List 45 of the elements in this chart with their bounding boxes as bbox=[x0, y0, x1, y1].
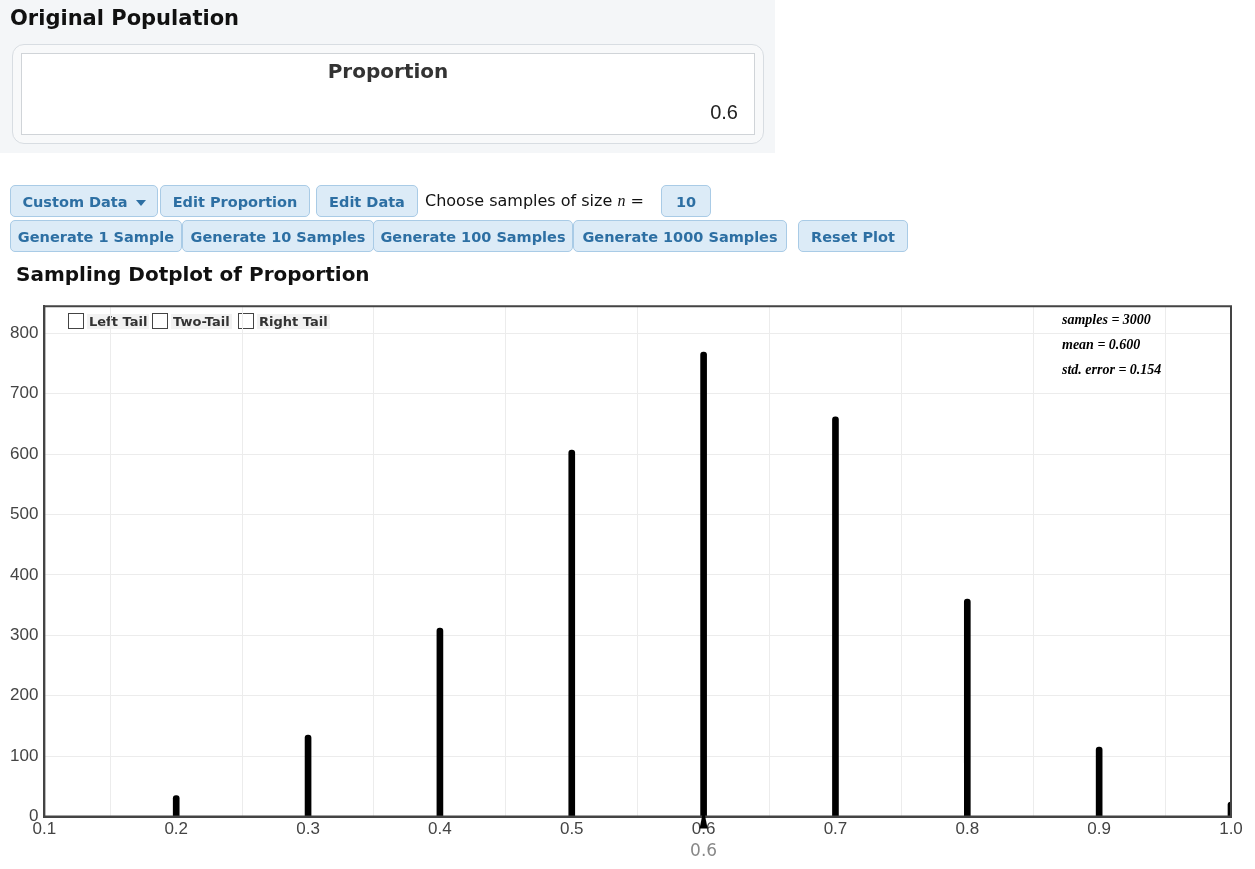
y-tick-label: 600 bbox=[9, 443, 39, 463]
text: Generate 1000 Samples bbox=[573, 220, 787, 252]
x-tick-label: 0.3 bbox=[296, 819, 320, 839]
text: Generate 100 Samples bbox=[373, 220, 573, 252]
bar bbox=[963, 598, 971, 817]
bar bbox=[436, 627, 444, 817]
bar bbox=[832, 416, 839, 817]
text: Choose samples of size n = bbox=[425, 190, 644, 212]
text: 0.6 bbox=[21, 89, 755, 135]
bar bbox=[304, 734, 312, 817]
bar bbox=[1095, 746, 1103, 817]
x-tick-label: 0.5 bbox=[559, 819, 584, 839]
x-tick-label: 0.9 bbox=[1087, 819, 1111, 839]
x-tick-label: 0.6 bbox=[691, 819, 716, 839]
y-tick-label: 400 bbox=[9, 564, 39, 584]
bar bbox=[172, 795, 180, 817]
text: Custom Data bbox=[10, 185, 158, 217]
x-tick-label: 0.4 bbox=[428, 819, 452, 839]
y-tick-label: 800 bbox=[9, 323, 39, 343]
y-tick-label: 300 bbox=[9, 625, 39, 645]
text: Generate 10 Samples bbox=[182, 220, 374, 252]
text: 10 bbox=[661, 185, 711, 217]
x-tick-label: 0.7 bbox=[823, 819, 848, 839]
bar bbox=[568, 449, 576, 817]
text: Original Population bbox=[10, 6, 240, 30]
text: Edit Proportion bbox=[160, 185, 310, 217]
annotation: Left Tail bbox=[87, 313, 150, 329]
annotation: samples = 3000 bbox=[1061, 311, 1151, 327]
text: Edit Data bbox=[316, 185, 418, 217]
x-tick-label: 0.2 bbox=[164, 819, 189, 839]
annotation: std. error = 0.154 bbox=[1061, 361, 1162, 377]
annotation: Right Tail bbox=[257, 313, 330, 329]
annotation: Two-Tail bbox=[171, 313, 232, 329]
chart-title: Sampling Dotplot of Proportion bbox=[16, 262, 370, 286]
x-tick-label: 1.0 bbox=[1219, 819, 1243, 839]
y-tick-label: 500 bbox=[9, 504, 39, 524]
text: Reset Plot bbox=[798, 220, 908, 252]
y-tick-label: 200 bbox=[9, 685, 39, 705]
y-tick-label: 700 bbox=[9, 383, 39, 403]
text: Generate 1 Sample bbox=[10, 220, 182, 252]
text: Proportion bbox=[21, 53, 755, 90]
annotation: 0.6 bbox=[690, 839, 718, 860]
annotation: mean = 0.600 bbox=[1062, 336, 1141, 352]
y-tick-label: 100 bbox=[9, 745, 39, 765]
x-tick-label: 0.8 bbox=[955, 819, 980, 839]
